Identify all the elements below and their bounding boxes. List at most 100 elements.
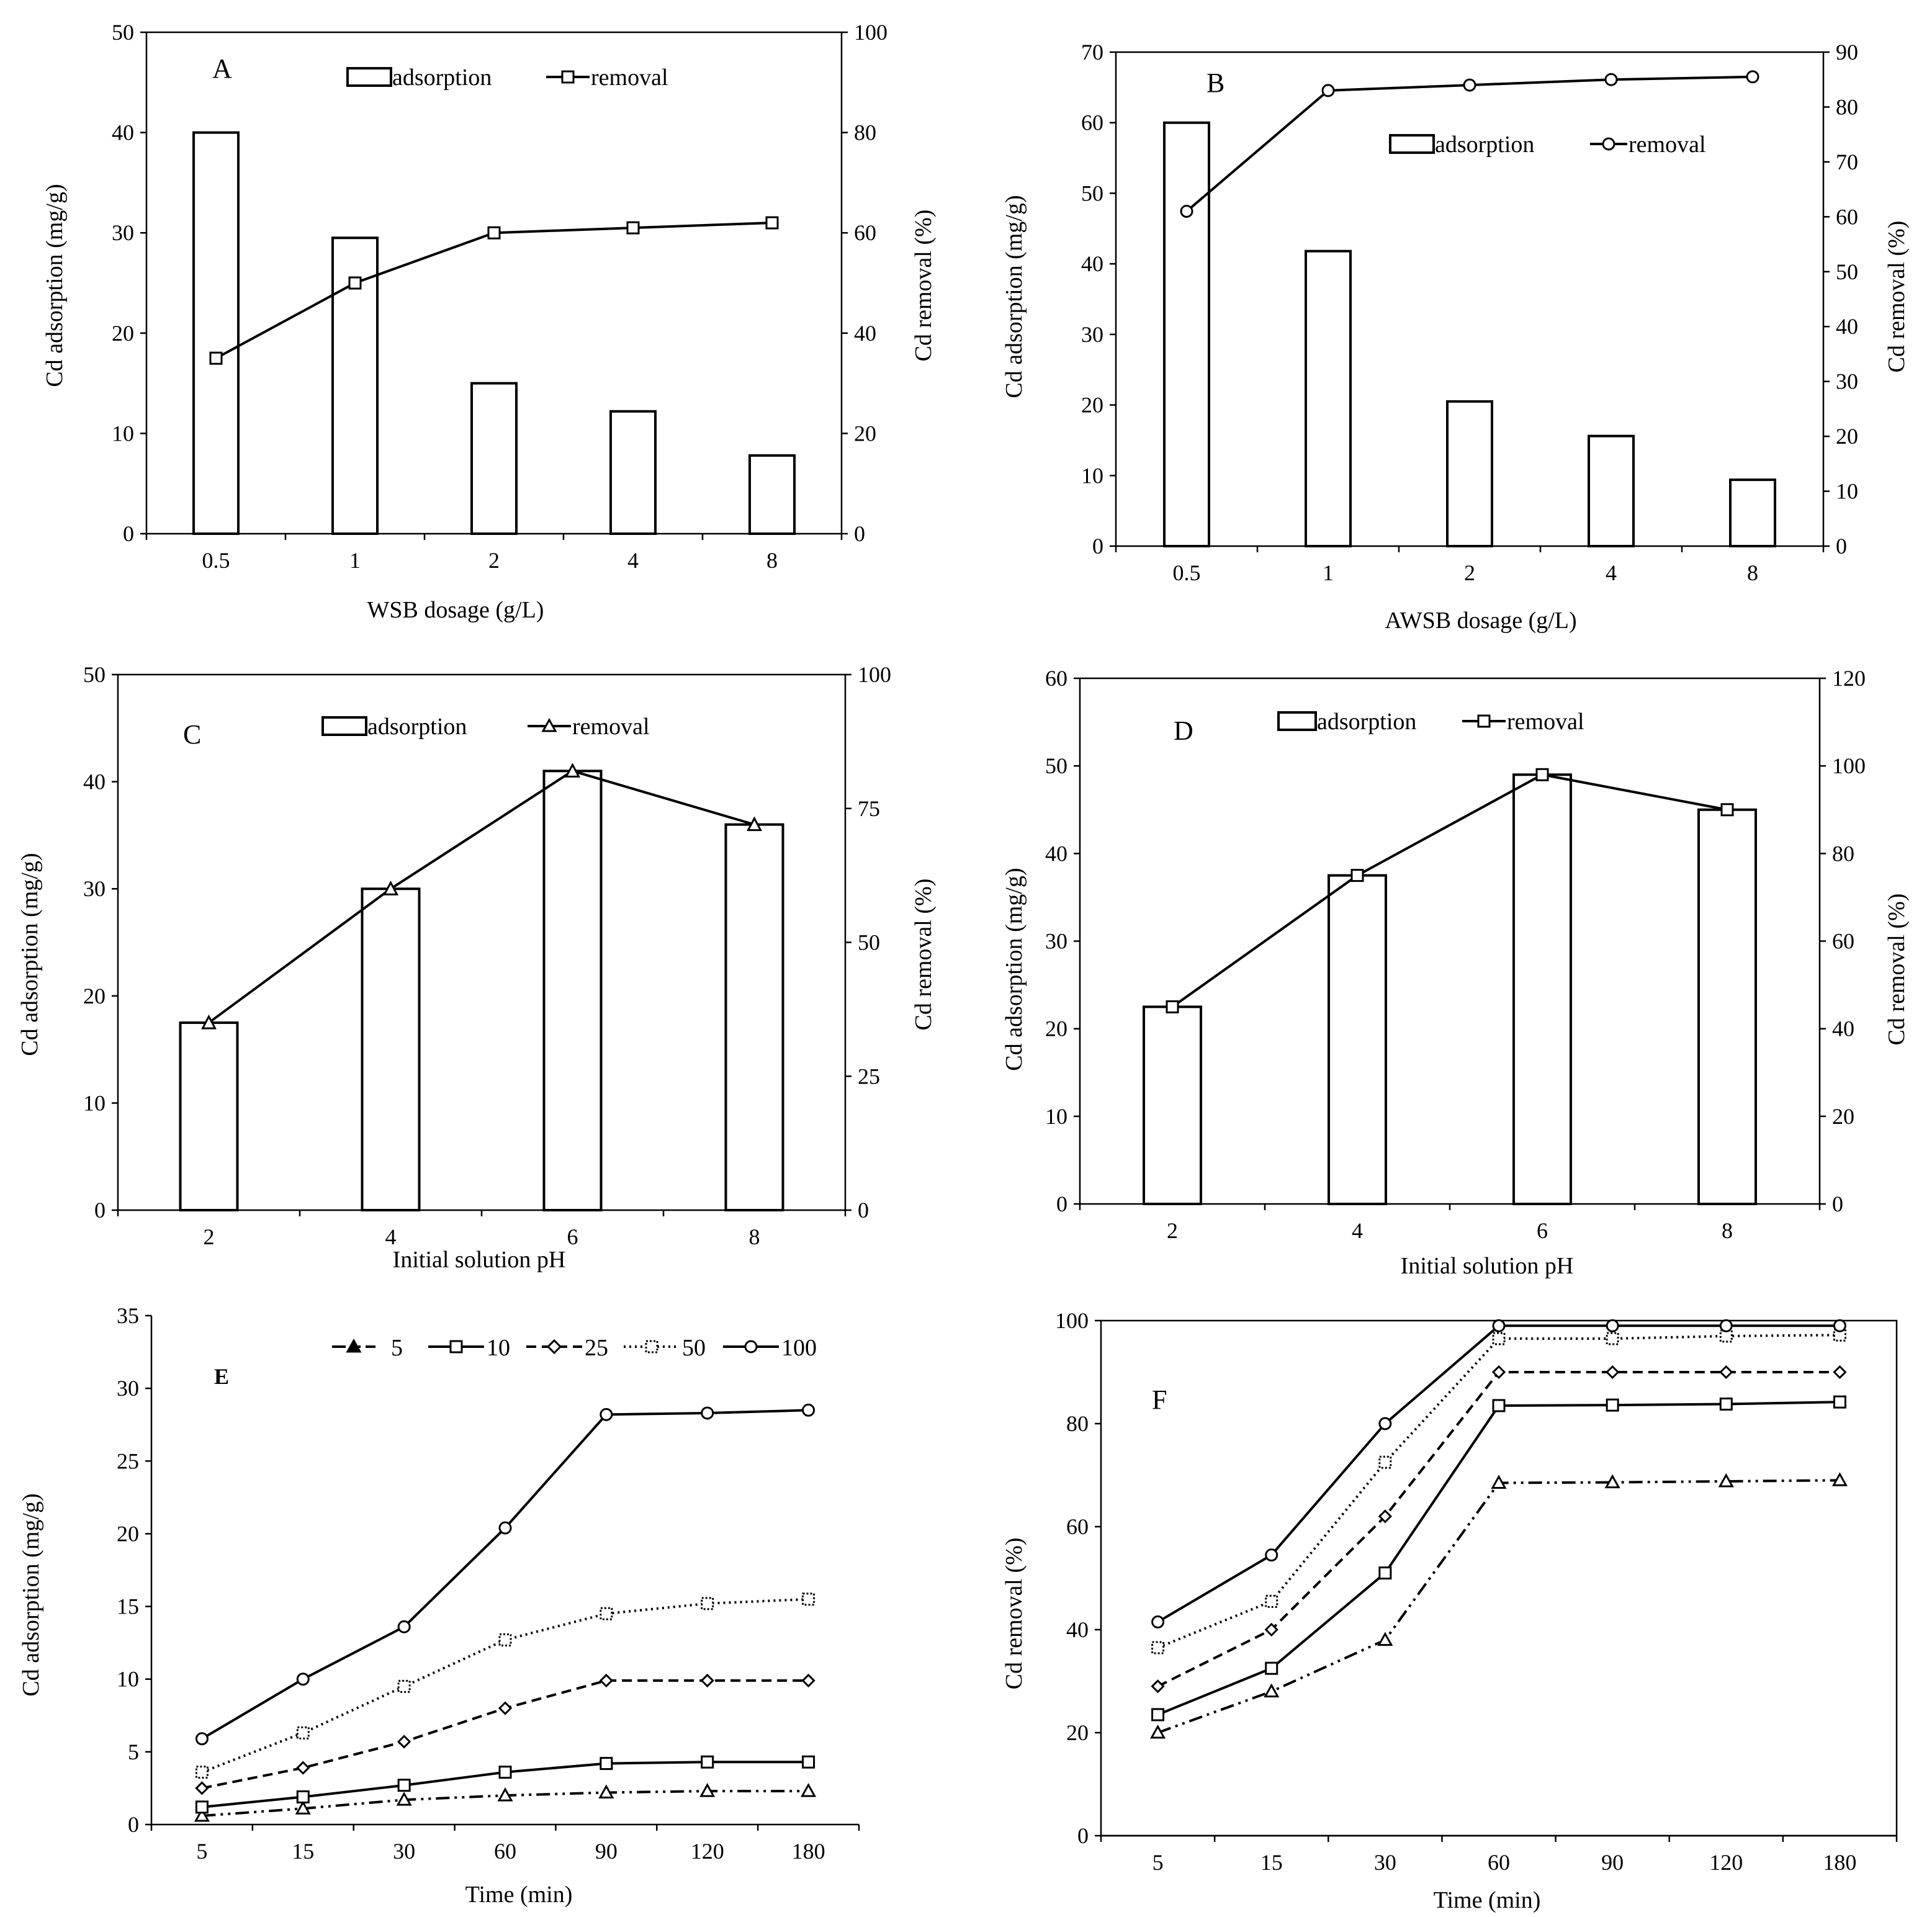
y-tick-label: 20 bbox=[1066, 1720, 1089, 1745]
point-5-5 bbox=[194, 1807, 210, 1822]
point-25-5 bbox=[1151, 1679, 1165, 1694]
removal-line bbox=[208, 770, 755, 1024]
removal-point-8 bbox=[747, 816, 762, 832]
y-tick-label: 0 bbox=[128, 1812, 139, 1837]
x-tick-label: 30 bbox=[1374, 1850, 1396, 1875]
series-line-10 bbox=[1157, 1401, 1840, 1716]
point-25-120 bbox=[700, 1673, 714, 1688]
plot-area: 0 20 40 60 80 100 5 15 30 60 90 120 180 bbox=[1055, 1308, 1898, 1875]
point-100-30 bbox=[1378, 1417, 1392, 1430]
chart-panel-f: F Time (min) Cd removal (%) 0 20 40 60 80 100… bbox=[966, 1278, 1932, 1914]
point-10-5 bbox=[1151, 1708, 1165, 1722]
plot-area: 0 10 20 30 40 50 0 20 40 60 80 100 0.5 1 2 4 8 bbox=[112, 20, 887, 573]
removal-point-0.5 bbox=[1180, 204, 1193, 218]
removal-line bbox=[1171, 773, 1728, 1008]
point-100-15 bbox=[1265, 1548, 1278, 1562]
point-100-90 bbox=[1606, 1319, 1619, 1332]
y-axis-title: Cd adsorption (mg/g) bbox=[1001, 868, 1027, 1071]
legend: adsorption removal bbox=[1389, 132, 1706, 158]
point-10-5 bbox=[195, 1800, 209, 1814]
point-25-30 bbox=[397, 1735, 411, 1749]
x-tick-label: 5 bbox=[1152, 1850, 1164, 1875]
removal-point-2 bbox=[1463, 78, 1476, 92]
point-50-90 bbox=[600, 1607, 613, 1620]
y2-tick-label: 80 bbox=[854, 120, 876, 145]
y-tick-label: 0 bbox=[94, 1198, 106, 1223]
y2-tick-label: 0 bbox=[1836, 534, 1847, 559]
y-tick-label: 40 bbox=[83, 770, 106, 794]
y2-tick-label: 20 bbox=[1832, 1104, 1854, 1129]
bar-8 bbox=[724, 823, 784, 1211]
y2-tick-label: 90 bbox=[1836, 40, 1858, 65]
removal-point-1 bbox=[1321, 84, 1335, 97]
legend-label-adsorption: adsorption bbox=[1317, 709, 1416, 735]
x-axis-title: WSB dosage (g/L) bbox=[367, 597, 544, 623]
x-tick-label: 30 bbox=[393, 1839, 415, 1864]
point-25-15 bbox=[296, 1761, 310, 1775]
y-axis-title: Cd removal (%) bbox=[1001, 1538, 1027, 1690]
bar-8 bbox=[1697, 808, 1757, 1205]
legend-label-removal: removal bbox=[1629, 132, 1706, 158]
y2-tick-label: 30 bbox=[1836, 369, 1858, 394]
x-tick-label: 8 bbox=[766, 548, 778, 573]
y-tick-label: 20 bbox=[83, 984, 106, 1008]
legend: adsorption removal bbox=[1277, 709, 1584, 735]
x-tick-label: 1 bbox=[349, 548, 361, 573]
y-tick-label: 20 bbox=[117, 1521, 139, 1546]
bar-2 bbox=[470, 382, 518, 535]
point-50-60 bbox=[1492, 1332, 1506, 1345]
y2-tick-label: 0 bbox=[854, 521, 865, 546]
point-100-90 bbox=[600, 1407, 613, 1421]
point-100-60 bbox=[498, 1521, 512, 1535]
bar-2 bbox=[1446, 400, 1493, 548]
legend-label-5: 5 bbox=[391, 1335, 403, 1361]
x-axis-title: Initial solution pH bbox=[1401, 1253, 1574, 1278]
x-tick-label: 90 bbox=[1601, 1850, 1624, 1875]
y-tick-label: 20 bbox=[1045, 1017, 1067, 1041]
x-axis-title: Time (min) bbox=[465, 1882, 573, 1908]
point-25-90 bbox=[1606, 1365, 1620, 1380]
y-tick-label: 30 bbox=[1081, 322, 1103, 347]
bar-2 bbox=[1143, 1005, 1202, 1205]
legend-bar-swatch bbox=[1389, 134, 1435, 154]
point-10-60 bbox=[498, 1766, 512, 1779]
x-tick-label: 6 bbox=[1537, 1218, 1548, 1243]
panel-letter: C bbox=[183, 719, 201, 750]
y2-tick-label: 10 bbox=[1836, 479, 1858, 504]
x-tick-label: 5 bbox=[196, 1839, 207, 1864]
point-5-180 bbox=[801, 1783, 817, 1797]
point-10-120 bbox=[701, 1755, 714, 1769]
legend-marker-square bbox=[449, 1340, 463, 1354]
legend-bar-swatch bbox=[321, 716, 367, 736]
y-tick-label: 50 bbox=[83, 662, 106, 687]
y-tick-label: 40 bbox=[1081, 251, 1103, 276]
legend-label-adsorption: adsorption bbox=[1435, 132, 1534, 158]
y-axis-title: Cd adsorption (mg/g) bbox=[42, 184, 68, 387]
series-line-25 bbox=[1157, 1371, 1840, 1688]
panel-letter: D bbox=[1174, 716, 1193, 746]
x-tick-label: 60 bbox=[494, 1839, 516, 1864]
legend-label-10: 10 bbox=[487, 1335, 510, 1361]
y2-tick-label: 75 bbox=[858, 796, 880, 821]
point-10-120 bbox=[1719, 1397, 1733, 1411]
legend-label-25: 25 bbox=[585, 1335, 608, 1361]
y-tick-label: 10 bbox=[1081, 463, 1103, 488]
bar-0.5 bbox=[192, 131, 240, 536]
x-tick-label: 180 bbox=[1823, 1850, 1856, 1875]
chart-panel-e: E Time (min) Cd adsorption (mg/g) 5 10 2… bbox=[0, 1278, 966, 1914]
point-25-120 bbox=[1719, 1365, 1733, 1380]
x-tick-label: 15 bbox=[292, 1839, 314, 1864]
x-tick-label: 2 bbox=[1464, 560, 1475, 585]
chart-a: A WSB dosage (g/L) Cd adsorption (mg/g) … bbox=[42, 20, 937, 623]
x-axis-title: Time (min) bbox=[1434, 1887, 1541, 1913]
x-tick-label: 2 bbox=[204, 1224, 215, 1249]
point-50-30 bbox=[397, 1679, 411, 1693]
y2-tick-label: 70 bbox=[1836, 150, 1858, 174]
point-50-5 bbox=[1151, 1641, 1165, 1654]
point-50-120 bbox=[701, 1597, 714, 1610]
y-tick-label: 25 bbox=[117, 1448, 139, 1473]
x-tick-label: 4 bbox=[1352, 1218, 1363, 1243]
y-tick-label: 80 bbox=[1066, 1411, 1089, 1436]
bar-8 bbox=[748, 454, 796, 536]
y-tick-label: 50 bbox=[1045, 753, 1067, 778]
